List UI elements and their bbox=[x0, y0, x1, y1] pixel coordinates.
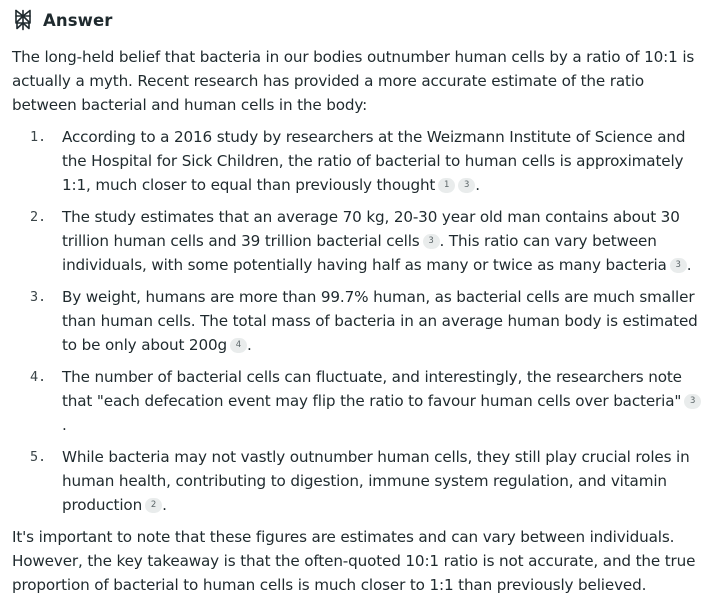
point-text: . bbox=[162, 496, 167, 514]
answer-point: 1. According to a 2016 study by researche… bbox=[12, 125, 702, 197]
answer-point: 2. The study estimates that an average 70… bbox=[12, 205, 702, 277]
answer-point: 4. The number of bacterial cells can fluc… bbox=[12, 365, 702, 437]
point-text: The study estimates that an average 70 k… bbox=[62, 208, 680, 250]
perplexity-logo-icon bbox=[12, 9, 34, 31]
point-text: . bbox=[246, 336, 252, 354]
citation-badge[interactable]: 4 bbox=[229, 338, 247, 353]
point-text: The number of bacterial cells can fluctu… bbox=[62, 368, 682, 410]
answer-header: Answer bbox=[12, 7, 113, 33]
list-number: 5. bbox=[30, 449, 46, 465]
citation-badge[interactable]: 2 bbox=[145, 498, 163, 513]
point-text: While bacteria may not vastly outnumber … bbox=[62, 448, 690, 514]
list-number: 4. bbox=[30, 369, 46, 385]
point-text: By weight, humans are more than 99.7% hu… bbox=[62, 288, 698, 354]
citation-badge[interactable]: 3 bbox=[684, 394, 702, 409]
citation-badge[interactable]: 3 bbox=[669, 258, 687, 273]
citation-badge[interactable]: 3 bbox=[422, 234, 440, 249]
point-text: . bbox=[475, 176, 480, 194]
answer-point: 5. While bacteria may not vastly outnumbe… bbox=[12, 445, 702, 517]
answer-points-list: 1. According to a 2016 study by researche… bbox=[12, 125, 702, 517]
point-text: . This ratio can vary between individual… bbox=[62, 232, 667, 274]
answer-conclusion: It's important to note that these figure… bbox=[12, 528, 696, 594]
answer-point: 3. By weight, humans are more than 99.7% … bbox=[12, 285, 702, 357]
answer-intro: The long-held belief that bacteria in ou… bbox=[12, 48, 695, 114]
list-number: 3. bbox=[30, 289, 46, 305]
list-number: 1. bbox=[30, 129, 46, 145]
answer-title: Answer bbox=[43, 10, 113, 30]
answer-body: The long-held belief that bacteria in ou… bbox=[12, 45, 702, 597]
citation-badge[interactable]: 1 bbox=[438, 178, 456, 193]
point-text: According to a 2016 study by researchers… bbox=[62, 128, 686, 194]
point-text: . bbox=[62, 416, 67, 434]
point-text: . bbox=[686, 256, 692, 274]
list-number: 2. bbox=[30, 209, 46, 225]
citation-badge[interactable]: 3 bbox=[458, 178, 476, 193]
